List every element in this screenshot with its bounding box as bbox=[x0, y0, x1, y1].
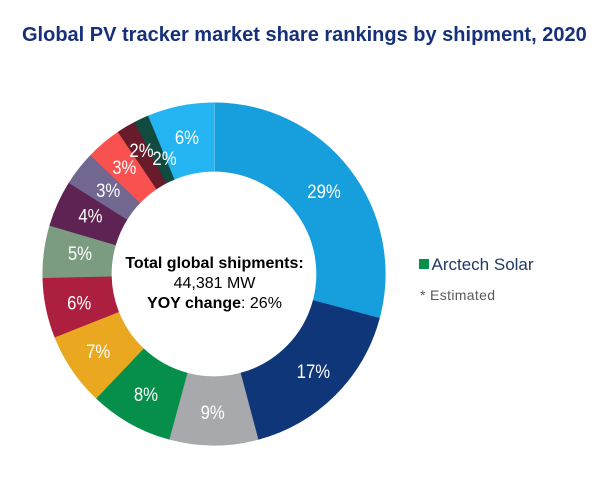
svg-text:4%: 4% bbox=[78, 206, 102, 227]
svg-text:17%: 17% bbox=[297, 361, 331, 382]
svg-text:2%: 2% bbox=[152, 148, 176, 169]
svg-text:2%: 2% bbox=[129, 140, 153, 161]
svg-text:7%: 7% bbox=[86, 341, 110, 362]
svg-text:6%: 6% bbox=[175, 127, 199, 148]
svg-text:5%: 5% bbox=[68, 243, 92, 264]
svg-text:6%: 6% bbox=[67, 293, 91, 314]
svg-text:3%: 3% bbox=[112, 157, 136, 178]
svg-text:3%: 3% bbox=[96, 180, 120, 201]
svg-text:9%: 9% bbox=[201, 402, 225, 423]
svg-text:29%: 29% bbox=[307, 181, 341, 202]
svg-text:8%: 8% bbox=[134, 384, 158, 405]
